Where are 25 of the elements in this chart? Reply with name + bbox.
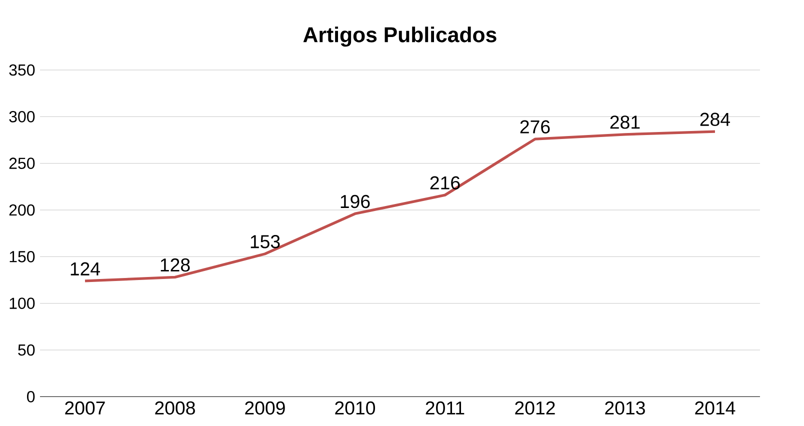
- y-tick-label: 250: [9, 158, 35, 169]
- y-tick-label: 350: [9, 64, 35, 76]
- y-tick-label: 100: [10, 298, 35, 309]
- x-tick-label: 2008: [155, 401, 195, 415]
- data-label: 276: [520, 120, 550, 134]
- x-tick-label: 2013: [605, 401, 645, 415]
- y-tick-label: 150: [10, 251, 35, 262]
- data-label: 124: [70, 262, 100, 276]
- x-tick-label: 2014: [695, 401, 736, 415]
- y-tick-label: 300: [9, 111, 35, 122]
- data-label: 284: [700, 112, 730, 126]
- x-tick-label: 2010: [335, 401, 376, 415]
- x-tick-label: 2011: [426, 401, 464, 415]
- y-tick-label: 50: [18, 344, 35, 356]
- data-label: 196: [340, 194, 370, 208]
- data-label: 128: [160, 258, 190, 272]
- x-tick-label: 2007: [65, 401, 105, 415]
- x-tick-label: 2012: [515, 401, 555, 415]
- x-tick-label: 2009: [245, 401, 285, 415]
- y-tick-label: 200: [9, 204, 35, 216]
- data-label: 281: [610, 116, 640, 129]
- y-tick-label: 0: [27, 391, 35, 402]
- data-label: 153: [250, 235, 280, 248]
- chart-title: Artigos Publicados: [303, 26, 496, 47]
- data-label: 216: [430, 176, 460, 190]
